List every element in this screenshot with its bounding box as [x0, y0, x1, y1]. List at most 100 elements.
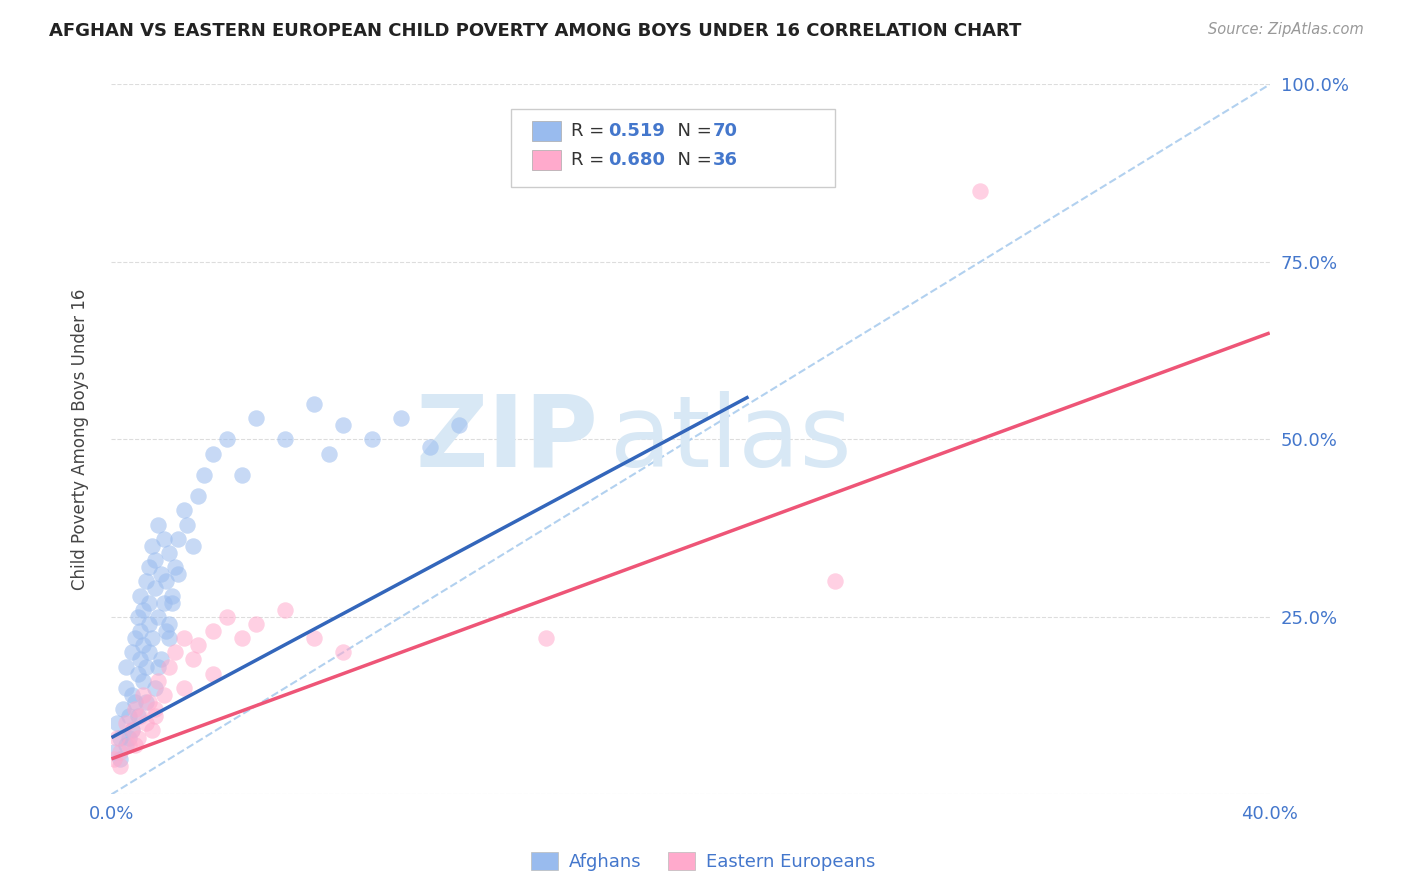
Point	[157, 546, 180, 560]
Point	[181, 539, 204, 553]
Text: Source: ZipAtlas.com: Source: ZipAtlas.com	[1208, 22, 1364, 37]
Point	[138, 617, 160, 632]
Point	[132, 688, 155, 702]
Point	[167, 567, 190, 582]
Y-axis label: Child Poverty Among Boys Under 16: Child Poverty Among Boys Under 16	[72, 289, 89, 591]
Text: R =: R =	[571, 152, 610, 169]
Point	[217, 610, 239, 624]
Point	[143, 709, 166, 723]
Point	[115, 681, 138, 695]
Point	[157, 659, 180, 673]
Point	[332, 645, 354, 659]
Point	[108, 752, 131, 766]
Point	[143, 702, 166, 716]
Point	[534, 631, 557, 645]
Point	[419, 440, 441, 454]
Point	[245, 411, 267, 425]
Point	[108, 759, 131, 773]
Point	[127, 610, 149, 624]
Point	[332, 418, 354, 433]
Point	[124, 695, 146, 709]
Point	[127, 731, 149, 745]
Point	[193, 467, 215, 482]
Point	[201, 447, 224, 461]
Point	[167, 532, 190, 546]
Point	[124, 738, 146, 752]
Point	[157, 617, 180, 632]
Point	[132, 673, 155, 688]
Point	[108, 731, 131, 745]
Point	[138, 560, 160, 574]
Point	[146, 659, 169, 673]
Point	[165, 645, 187, 659]
Point	[157, 631, 180, 645]
Point	[149, 567, 172, 582]
Point	[176, 517, 198, 532]
Point	[112, 702, 135, 716]
Point	[146, 610, 169, 624]
Point	[115, 716, 138, 731]
Text: 70: 70	[713, 122, 738, 140]
Text: 0.680: 0.680	[609, 152, 665, 169]
Text: atlas: atlas	[610, 391, 851, 488]
Point	[124, 631, 146, 645]
Point	[115, 738, 138, 752]
Point	[969, 184, 991, 198]
Point	[274, 433, 297, 447]
Point	[132, 638, 155, 652]
Point	[105, 716, 128, 731]
Point	[127, 666, 149, 681]
Point	[129, 589, 152, 603]
Point	[143, 582, 166, 596]
Point	[146, 673, 169, 688]
Text: N =: N =	[666, 152, 717, 169]
Point	[201, 666, 224, 681]
Point	[135, 574, 157, 589]
Point	[152, 596, 174, 610]
Point	[201, 624, 224, 638]
Point	[143, 681, 166, 695]
Point	[129, 652, 152, 666]
Point	[124, 702, 146, 716]
Point	[115, 659, 138, 673]
Point	[103, 752, 125, 766]
Point	[447, 418, 470, 433]
Point	[108, 745, 131, 759]
Point	[141, 539, 163, 553]
Point	[162, 596, 184, 610]
Point	[149, 652, 172, 666]
Point	[132, 603, 155, 617]
Point	[165, 560, 187, 574]
Point	[127, 709, 149, 723]
Point	[146, 517, 169, 532]
FancyBboxPatch shape	[531, 121, 561, 141]
Point	[173, 681, 195, 695]
Point	[231, 467, 253, 482]
Point	[118, 738, 141, 752]
Point	[141, 723, 163, 738]
Point	[187, 638, 209, 652]
Point	[118, 709, 141, 723]
Point	[121, 688, 143, 702]
Point	[302, 631, 325, 645]
Point	[121, 645, 143, 659]
Point	[105, 731, 128, 745]
Text: 0.519: 0.519	[609, 122, 665, 140]
Text: ZIP: ZIP	[415, 391, 598, 488]
Point	[118, 731, 141, 745]
Point	[217, 433, 239, 447]
Point	[103, 745, 125, 759]
Text: N =: N =	[666, 122, 717, 140]
Text: AFGHAN VS EASTERN EUROPEAN CHILD POVERTY AMONG BOYS UNDER 16 CORRELATION CHART: AFGHAN VS EASTERN EUROPEAN CHILD POVERTY…	[49, 22, 1022, 40]
Text: R =: R =	[571, 122, 610, 140]
Point	[143, 553, 166, 567]
Point	[135, 716, 157, 731]
Point	[361, 433, 384, 447]
Point	[173, 631, 195, 645]
Point	[181, 652, 204, 666]
Point	[129, 709, 152, 723]
Point	[141, 631, 163, 645]
Point	[121, 723, 143, 738]
Point	[121, 723, 143, 738]
Point	[824, 574, 846, 589]
